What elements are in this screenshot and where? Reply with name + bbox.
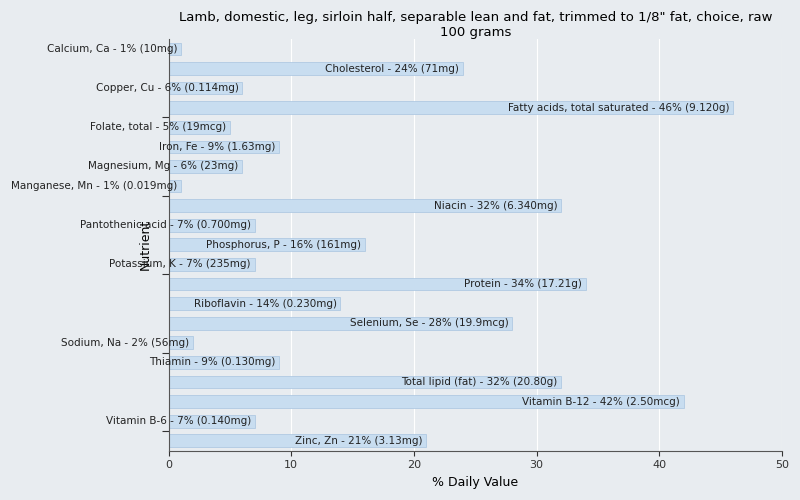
Bar (169, 42, 181, 56)
Text: Pantothenic acid - 7% (0.700mg): Pantothenic acid - 7% (0.700mg) (80, 220, 251, 230)
Text: Iron, Fe - 9% (1.63mg): Iron, Fe - 9% (1.63mg) (159, 142, 275, 152)
Text: Protein - 34% (17.21g): Protein - 34% (17.21g) (464, 279, 582, 289)
Bar (169, 140, 279, 153)
Text: Riboflavin - 14% (0.230mg): Riboflavin - 14% (0.230mg) (194, 298, 337, 308)
Text: Vitamin B-6 - 7% (0.140mg): Vitamin B-6 - 7% (0.140mg) (106, 416, 251, 426)
Bar (169, 121, 230, 134)
Text: Sodium, Na - 2% (56mg): Sodium, Na - 2% (56mg) (62, 338, 190, 348)
Bar (169, 298, 340, 310)
Text: Folate, total - 5% (19mcg): Folate, total - 5% (19mcg) (90, 122, 226, 132)
Bar (169, 160, 242, 173)
Text: Thiamin - 9% (0.130mg): Thiamin - 9% (0.130mg) (149, 358, 275, 368)
Y-axis label: Nutrient: Nutrient (138, 219, 151, 270)
Text: Phosphorus, P - 16% (161mg): Phosphorus, P - 16% (161mg) (206, 240, 362, 250)
Text: Total lipid (fat) - 32% (20.80g): Total lipid (fat) - 32% (20.80g) (402, 377, 558, 387)
Title: Lamb, domestic, leg, sirloin half, separable lean and fat, trimmed to 1/8" fat, : Lamb, domestic, leg, sirloin half, separ… (178, 11, 772, 39)
Text: Manganese, Mn - 1% (0.019mg): Manganese, Mn - 1% (0.019mg) (11, 181, 178, 191)
Text: Potassium, K - 7% (235mg): Potassium, K - 7% (235mg) (110, 260, 251, 270)
Bar (169, 336, 194, 349)
Text: Selenium, Se - 28% (19.9mcg): Selenium, Se - 28% (19.9mcg) (350, 318, 508, 328)
Text: Zinc, Zn - 21% (3.13mg): Zinc, Zn - 21% (3.13mg) (295, 436, 422, 446)
Bar (169, 238, 365, 251)
Text: Vitamin B-12 - 42% (2.50mcg): Vitamin B-12 - 42% (2.50mcg) (522, 396, 680, 406)
Text: Copper, Cu - 6% (0.114mg): Copper, Cu - 6% (0.114mg) (96, 83, 238, 93)
Text: Cholesterol - 24% (71mg): Cholesterol - 24% (71mg) (326, 64, 459, 74)
X-axis label: % Daily Value: % Daily Value (432, 476, 518, 489)
Text: Magnesium, Mg - 6% (23mg): Magnesium, Mg - 6% (23mg) (88, 162, 238, 172)
Bar (169, 258, 254, 271)
Bar (169, 180, 181, 192)
Bar (169, 434, 426, 447)
Bar (169, 219, 254, 232)
Bar (169, 396, 684, 408)
Bar (169, 278, 586, 290)
Text: Fatty acids, total saturated - 46% (9.120g): Fatty acids, total saturated - 46% (9.12… (508, 102, 729, 113)
Text: Niacin - 32% (6.340mg): Niacin - 32% (6.340mg) (434, 200, 558, 210)
Bar (169, 82, 242, 94)
Bar (169, 102, 733, 114)
Bar (169, 317, 512, 330)
Bar (169, 200, 561, 212)
Bar (169, 62, 463, 75)
Text: Calcium, Ca - 1% (10mg): Calcium, Ca - 1% (10mg) (46, 44, 178, 54)
Bar (169, 356, 279, 369)
Bar (169, 415, 254, 428)
Bar (169, 376, 561, 388)
